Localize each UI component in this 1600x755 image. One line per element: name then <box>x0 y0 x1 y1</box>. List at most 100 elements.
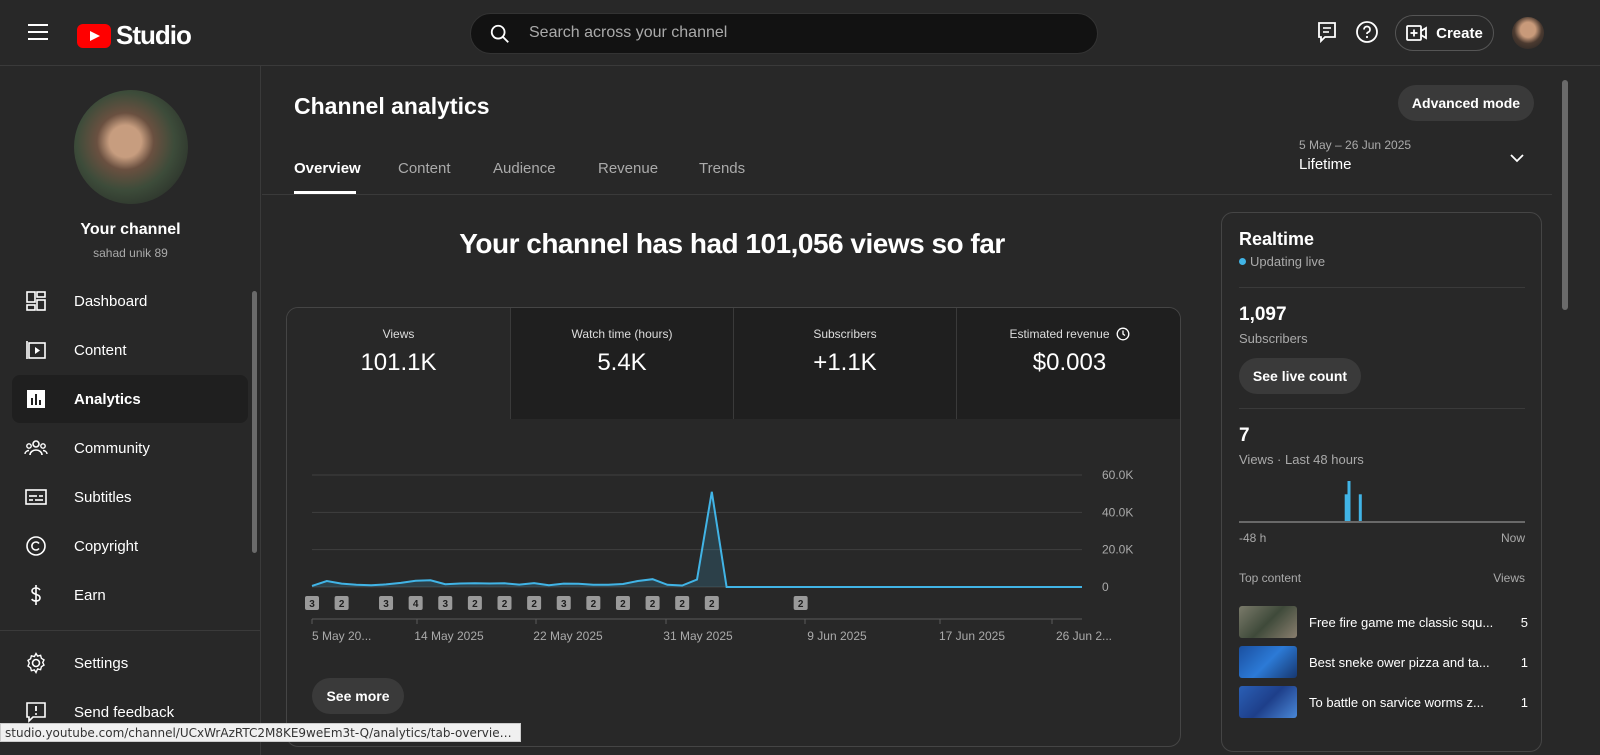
help-icon[interactable] <box>1355 20 1379 44</box>
studio-logo[interactable]: Studio <box>77 20 192 51</box>
realtime-views-bar-chart <box>1239 481 1525 523</box>
sidebar-item-subtitles[interactable]: Subtitles <box>12 473 248 521</box>
tab-audience[interactable]: Audience <box>493 160 556 177</box>
logo-text: Studio <box>116 20 192 50</box>
metrics-card: Views 101.1K Watch time (hours) 5.4K Sub… <box>286 307 1181 747</box>
tab-revenue[interactable]: Revenue <box>598 160 659 177</box>
create-video-icon <box>1406 25 1428 41</box>
spark-bar <box>1347 481 1351 521</box>
main-scrollbar[interactable] <box>1560 66 1570 755</box>
annotation-marker-label: 2 <box>679 599 685 610</box>
views-headline: Your channel has had 101,056 views so fa… <box>459 228 1005 259</box>
tab-overview[interactable]: Overview <box>294 160 361 177</box>
dashboard-icon <box>26 291 46 311</box>
annotation-marker <box>305 596 319 610</box>
sidebar-item-send-feedback[interactable]: Send feedback <box>12 688 248 736</box>
annotation-marker <box>793 596 808 610</box>
page-title: Channel analytics <box>294 93 490 119</box>
tab-trends[interactable]: Trends <box>699 160 746 177</box>
sidebar-item-label: Community <box>74 439 150 457</box>
advanced-mode-button[interactable]: Advanced mode <box>1398 85 1534 121</box>
video-views: 1 <box>1520 654 1528 670</box>
tab-content[interactable]: Content <box>398 160 451 177</box>
realtime-views-value: 7 <box>1239 425 1250 446</box>
metric-value: 101.1K <box>360 349 437 376</box>
spark-bar <box>1344 494 1348 521</box>
top-content-row[interactable]: To battle on sarvice worms z... 1 <box>1239 686 1528 718</box>
search-input[interactable] <box>529 24 1069 42</box>
create-label: Create <box>1436 24 1483 42</box>
metric-subscribers[interactable]: Subscribers +1.1K <box>733 308 956 419</box>
sidebar-item-copyright[interactable]: Copyright <box>12 522 248 570</box>
video-views: 5 <box>1520 614 1528 630</box>
sidebar-item-community[interactable]: Community <box>12 424 248 472</box>
video-views: 1 <box>1520 694 1528 710</box>
annotation-marker-label: 2 <box>620 599 626 610</box>
settings-icon <box>27 652 45 674</box>
annotation-marker <box>467 596 482 610</box>
see-live-count-button[interactable]: See live count <box>1239 358 1361 394</box>
content-icon <box>26 341 46 359</box>
sidebar-item-label: Subtitles <box>74 488 132 506</box>
sidebar-item-label: Content <box>74 341 127 359</box>
sidebar-item-settings[interactable]: Settings <box>12 639 248 687</box>
video-title: Free fire game me classic squ... <box>1309 614 1494 630</box>
x-tick-label: 5 May 20... <box>312 629 371 643</box>
top-content-views-header: Views <box>1493 571 1525 585</box>
date-range-text: 5 May – 26 Jun 2025 <box>1299 138 1412 152</box>
series-area <box>312 491 1082 587</box>
annotation-marker-label: 3 <box>561 599 567 610</box>
annotation-marker-label: 3 <box>442 599 448 610</box>
channel-name: sahad unik 89 <box>93 246 168 260</box>
top-content-row[interactable]: Free fire game me classic squ... 5 <box>1239 606 1528 638</box>
video-thumbnail <box>1239 606 1297 638</box>
metric-label: Watch time (hours) <box>571 327 673 341</box>
see-more-button[interactable]: See more <box>312 678 404 714</box>
channel-avatar[interactable] <box>74 90 188 204</box>
annotation-marker <box>645 596 660 610</box>
annotation-marker <box>334 596 349 610</box>
clock-icon <box>1116 327 1129 341</box>
realtime-subscribers-label: Subscribers <box>1239 331 1308 346</box>
metric-value: 5.4K <box>597 349 647 376</box>
analytics-icon <box>27 390 45 408</box>
search-icon <box>490 24 509 43</box>
annotation-marker-label: 3 <box>309 599 315 610</box>
metric-estimated-revenue[interactable]: Estimated revenue $0.003 <box>956 308 1180 419</box>
date-range-selector[interactable]: Lifetime <box>1299 156 1352 173</box>
menu-icon[interactable] <box>28 24 48 40</box>
annotation-marker-label: 2 <box>531 599 537 610</box>
subtitles-icon <box>25 489 47 505</box>
feedback-icon[interactable] <box>1316 20 1338 44</box>
realtime-views-label: Views · Last 48 hours <box>1239 452 1364 467</box>
metric-views[interactable]: Views 101.1K <box>287 308 510 419</box>
sidebar-scrollbar[interactable] <box>252 291 257 553</box>
metric-label: Estimated revenue <box>1009 327 1110 341</box>
search-bar[interactable] <box>470 13 1098 54</box>
sidebar-item-label: Analytics <box>74 390 141 408</box>
sidebar: Your channel sahad unik 89 Dashboard Con… <box>0 66 261 755</box>
metric-watch-time[interactable]: Watch time (hours) 5.4K <box>510 308 733 419</box>
annotation-marker-label: 2 <box>709 599 715 610</box>
sidebar-item-analytics[interactable]: Analytics <box>12 375 248 423</box>
scrollbar-thumb[interactable] <box>1562 80 1568 310</box>
community-icon <box>24 440 48 456</box>
metric-label: Views <box>382 327 415 341</box>
top-content-label: Top content <box>1239 571 1302 585</box>
sidebar-item-earn[interactable]: Earn <box>12 571 248 619</box>
annotation-marker <box>497 596 512 610</box>
sidebar-item-content[interactable]: Content <box>12 326 248 374</box>
top-content-row[interactable]: Best sneke ower pizza and ta... 1 <box>1239 646 1528 678</box>
updating-live-text: Updating live <box>1250 254 1326 269</box>
youtube-logo-icon <box>77 23 111 48</box>
tabs-divider <box>262 194 1552 195</box>
annotation-marker-label: 2 <box>502 599 508 610</box>
earn-icon <box>31 585 41 605</box>
account-avatar[interactable] <box>1512 17 1544 49</box>
sidebar-item-dashboard[interactable]: Dashboard <box>12 277 248 325</box>
chevron-down-icon[interactable] <box>1509 151 1525 165</box>
create-button[interactable]: Create <box>1395 15 1494 51</box>
active-tab-indicator <box>294 191 356 194</box>
annotation-marker <box>438 596 453 610</box>
video-title: Best sneke ower pizza and ta... <box>1309 654 1490 670</box>
